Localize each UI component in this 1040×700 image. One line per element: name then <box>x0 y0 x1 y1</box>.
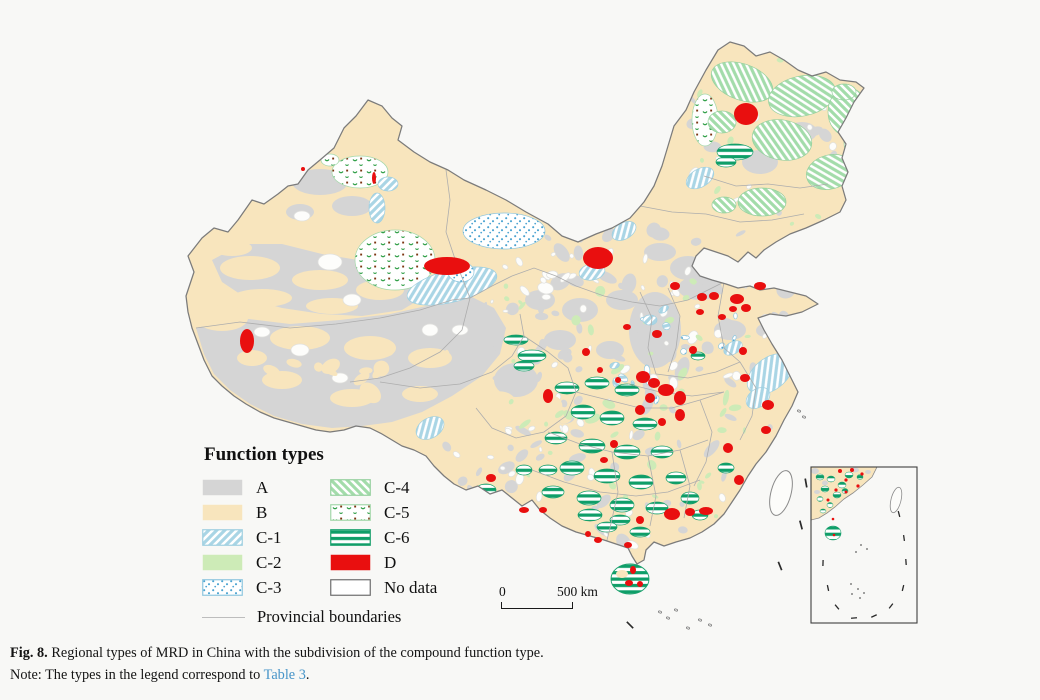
note-period: . <box>305 666 310 683</box>
note-text: Note: The types in the legend correspond… <box>10 666 264 683</box>
legend-title: Function types <box>204 444 324 465</box>
legend-item-label: D <box>384 552 397 572</box>
figure-number: Fig. 8. <box>10 645 48 661</box>
scale-start-label: 0 <box>499 584 506 599</box>
legend-item-c-3: C-3 <box>190 575 318 600</box>
legend-item-c-6: C-6 <box>318 525 478 550</box>
c2-swatch <box>202 554 243 571</box>
legend-item-c-2: C-2 <box>190 550 318 575</box>
nodata-swatch <box>330 579 371 596</box>
south-china-sea-inset <box>810 466 918 624</box>
c1-swatch <box>202 529 243 546</box>
legend-item-b: B <box>190 500 318 525</box>
legend-item-label: C-5 <box>384 502 410 522</box>
national-boundary <box>185 41 865 565</box>
legend-item-c-1: C-1 <box>190 525 318 550</box>
legend-item-label: C-1 <box>256 527 282 547</box>
provincial-boundary-label: Provincial boundaries <box>257 607 402 626</box>
d-swatch <box>330 554 371 571</box>
a-swatch <box>202 479 243 496</box>
map-legend: Function types A B C-1 C-2 C-3 C-4 C-5 C-6 D No d… <box>190 444 490 627</box>
type-d-regions <box>240 103 774 587</box>
legend-item-label: C-2 <box>256 552 282 572</box>
legend-item-a: A <box>190 475 318 500</box>
scale-bar: 0 500 km <box>496 584 616 612</box>
caption-text: Regional types of MRD in China with the … <box>51 645 544 661</box>
legend-column-1: A B C-1 C-2 C-3 <box>190 475 318 600</box>
legend-item-label: B <box>256 502 268 522</box>
legend-item-label: A <box>256 477 269 497</box>
legend-item-label: C-4 <box>384 477 410 497</box>
legend-item-d: D <box>318 550 478 575</box>
provincial-boundaries <box>195 169 829 553</box>
legend-item-label: C-6 <box>384 527 410 547</box>
c4-swatch <box>330 479 371 496</box>
c5-swatch <box>330 504 371 521</box>
provincial-boundary-line-swatch <box>202 616 245 618</box>
legend-item-c-4: C-4 <box>318 475 478 500</box>
figure-caption: Fig. 8. Regional types of MRD in China w… <box>10 643 770 686</box>
legend-item-label: No data <box>384 577 438 597</box>
legend-item-label: C-3 <box>256 577 282 597</box>
legend-item-provincial-boundaries: Provincial boundaries <box>202 607 490 627</box>
scale-end-label: 500 km <box>557 584 598 599</box>
legend-item-no-data: No data <box>318 575 478 600</box>
c3-swatch <box>202 579 243 596</box>
legend-item-c-5: C-5 <box>318 500 478 525</box>
c6-swatch <box>330 529 371 546</box>
table-3-link[interactable]: Table 3 <box>263 666 306 683</box>
scale-bar-line <box>501 602 573 609</box>
legend-column-2: C-4 C-5 C-6 D No data <box>318 475 478 600</box>
legend-items: A B C-1 C-2 C-3 C-4 C-5 C-6 D No data <box>190 475 490 600</box>
b-swatch <box>202 504 243 521</box>
